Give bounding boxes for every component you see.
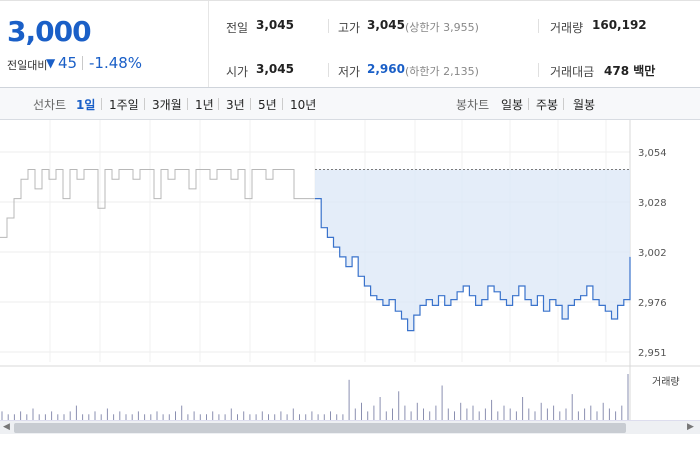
divider	[328, 63, 329, 77]
scroll-right-icon[interactable]: ▶	[687, 422, 694, 432]
change-label: 전일대비	[7, 59, 48, 72]
volume-value: 160,192	[592, 18, 647, 32]
series-today-line	[315, 198, 631, 332]
divider	[538, 19, 539, 33]
tab-daily-candle[interactable]: 일봉	[501, 98, 524, 112]
divider	[538, 63, 539, 77]
tab-1y[interactable]: 1년	[195, 98, 214, 112]
divider	[528, 98, 529, 110]
current-price: 3,000	[7, 15, 92, 48]
y-tick-label: 3,054	[638, 148, 667, 159]
high-value: 3,045	[367, 18, 405, 32]
divider	[144, 98, 145, 110]
open-label: 시가	[226, 65, 249, 79]
low-label: 저가	[338, 65, 361, 79]
divider	[563, 98, 564, 110]
series-prev-day-line	[0, 169, 315, 238]
tab-5y[interactable]: 5년	[258, 98, 277, 112]
tab-3y[interactable]: 3년	[226, 98, 245, 112]
line-chart-title: 선차트	[33, 98, 67, 112]
volume-label: 거래량	[550, 21, 584, 35]
divider	[218, 98, 219, 110]
high-label: 고가	[338, 21, 361, 35]
divider	[82, 56, 83, 70]
tab-weekly-candle[interactable]: 주봉	[536, 98, 559, 112]
prev-close-label: 전일	[226, 21, 249, 35]
tab-10y[interactable]: 10년	[290, 98, 317, 112]
down-arrow-icon: ▼	[46, 56, 56, 70]
bottom-strip	[0, 434, 700, 450]
divider	[101, 98, 102, 110]
divider	[282, 98, 283, 110]
upper-limit: (상한가 3,955)	[405, 21, 479, 34]
volume-legend: 거래량	[652, 377, 680, 388]
tab-1d[interactable]: 1일	[76, 98, 96, 112]
scroll-thumb[interactable]	[14, 423, 626, 433]
open-value: 3,045	[256, 62, 294, 76]
tab-3m[interactable]: 3개월	[152, 98, 182, 112]
divider	[328, 19, 329, 33]
scroll-left-icon[interactable]: ◀	[3, 422, 10, 432]
y-tick-label: 3,028	[638, 198, 667, 209]
chart-period-tabs: 선차트 1일 1주일 3개월 1년 3년 5년 10년 봉차트 일봉 주봉 월봉	[0, 88, 700, 120]
lower-limit: (하한가 2,135)	[405, 65, 479, 78]
y-tick-label: 3,002	[638, 248, 667, 259]
current-price-block: 3,000 전일대비 ▼ 45 -1.48%	[0, 1, 209, 87]
divider	[250, 98, 251, 110]
price-summary: 3,000 전일대비 ▼ 45 -1.48% 전일 3,045 고가 3,045…	[0, 0, 700, 88]
price-chart[interactable]: 3,054 3,028 3,002 2,976 2,951	[0, 120, 700, 422]
tab-1w[interactable]: 1주일	[109, 98, 139, 112]
prev-close-value: 3,045	[256, 18, 294, 32]
change-amount: 45	[58, 54, 78, 72]
divider	[187, 98, 188, 110]
trade-amount-label: 거래대금	[550, 65, 595, 79]
chart-scrollbar[interactable]: ◀ ▶	[0, 420, 700, 435]
low-value: 2,960	[367, 62, 405, 76]
series-today-area	[315, 169, 630, 331]
y-tick-label: 2,951	[638, 348, 667, 359]
trade-amount-value: 478 백만	[604, 64, 656, 78]
tab-monthly-candle[interactable]: 월봉	[573, 98, 596, 112]
candle-chart-title: 봉차트	[456, 98, 490, 112]
change-percent: -1.48%	[89, 54, 143, 72]
price-chart-svg: 3,054 3,028 3,002 2,976 2,951	[0, 120, 700, 422]
y-tick-label: 2,976	[638, 298, 667, 309]
